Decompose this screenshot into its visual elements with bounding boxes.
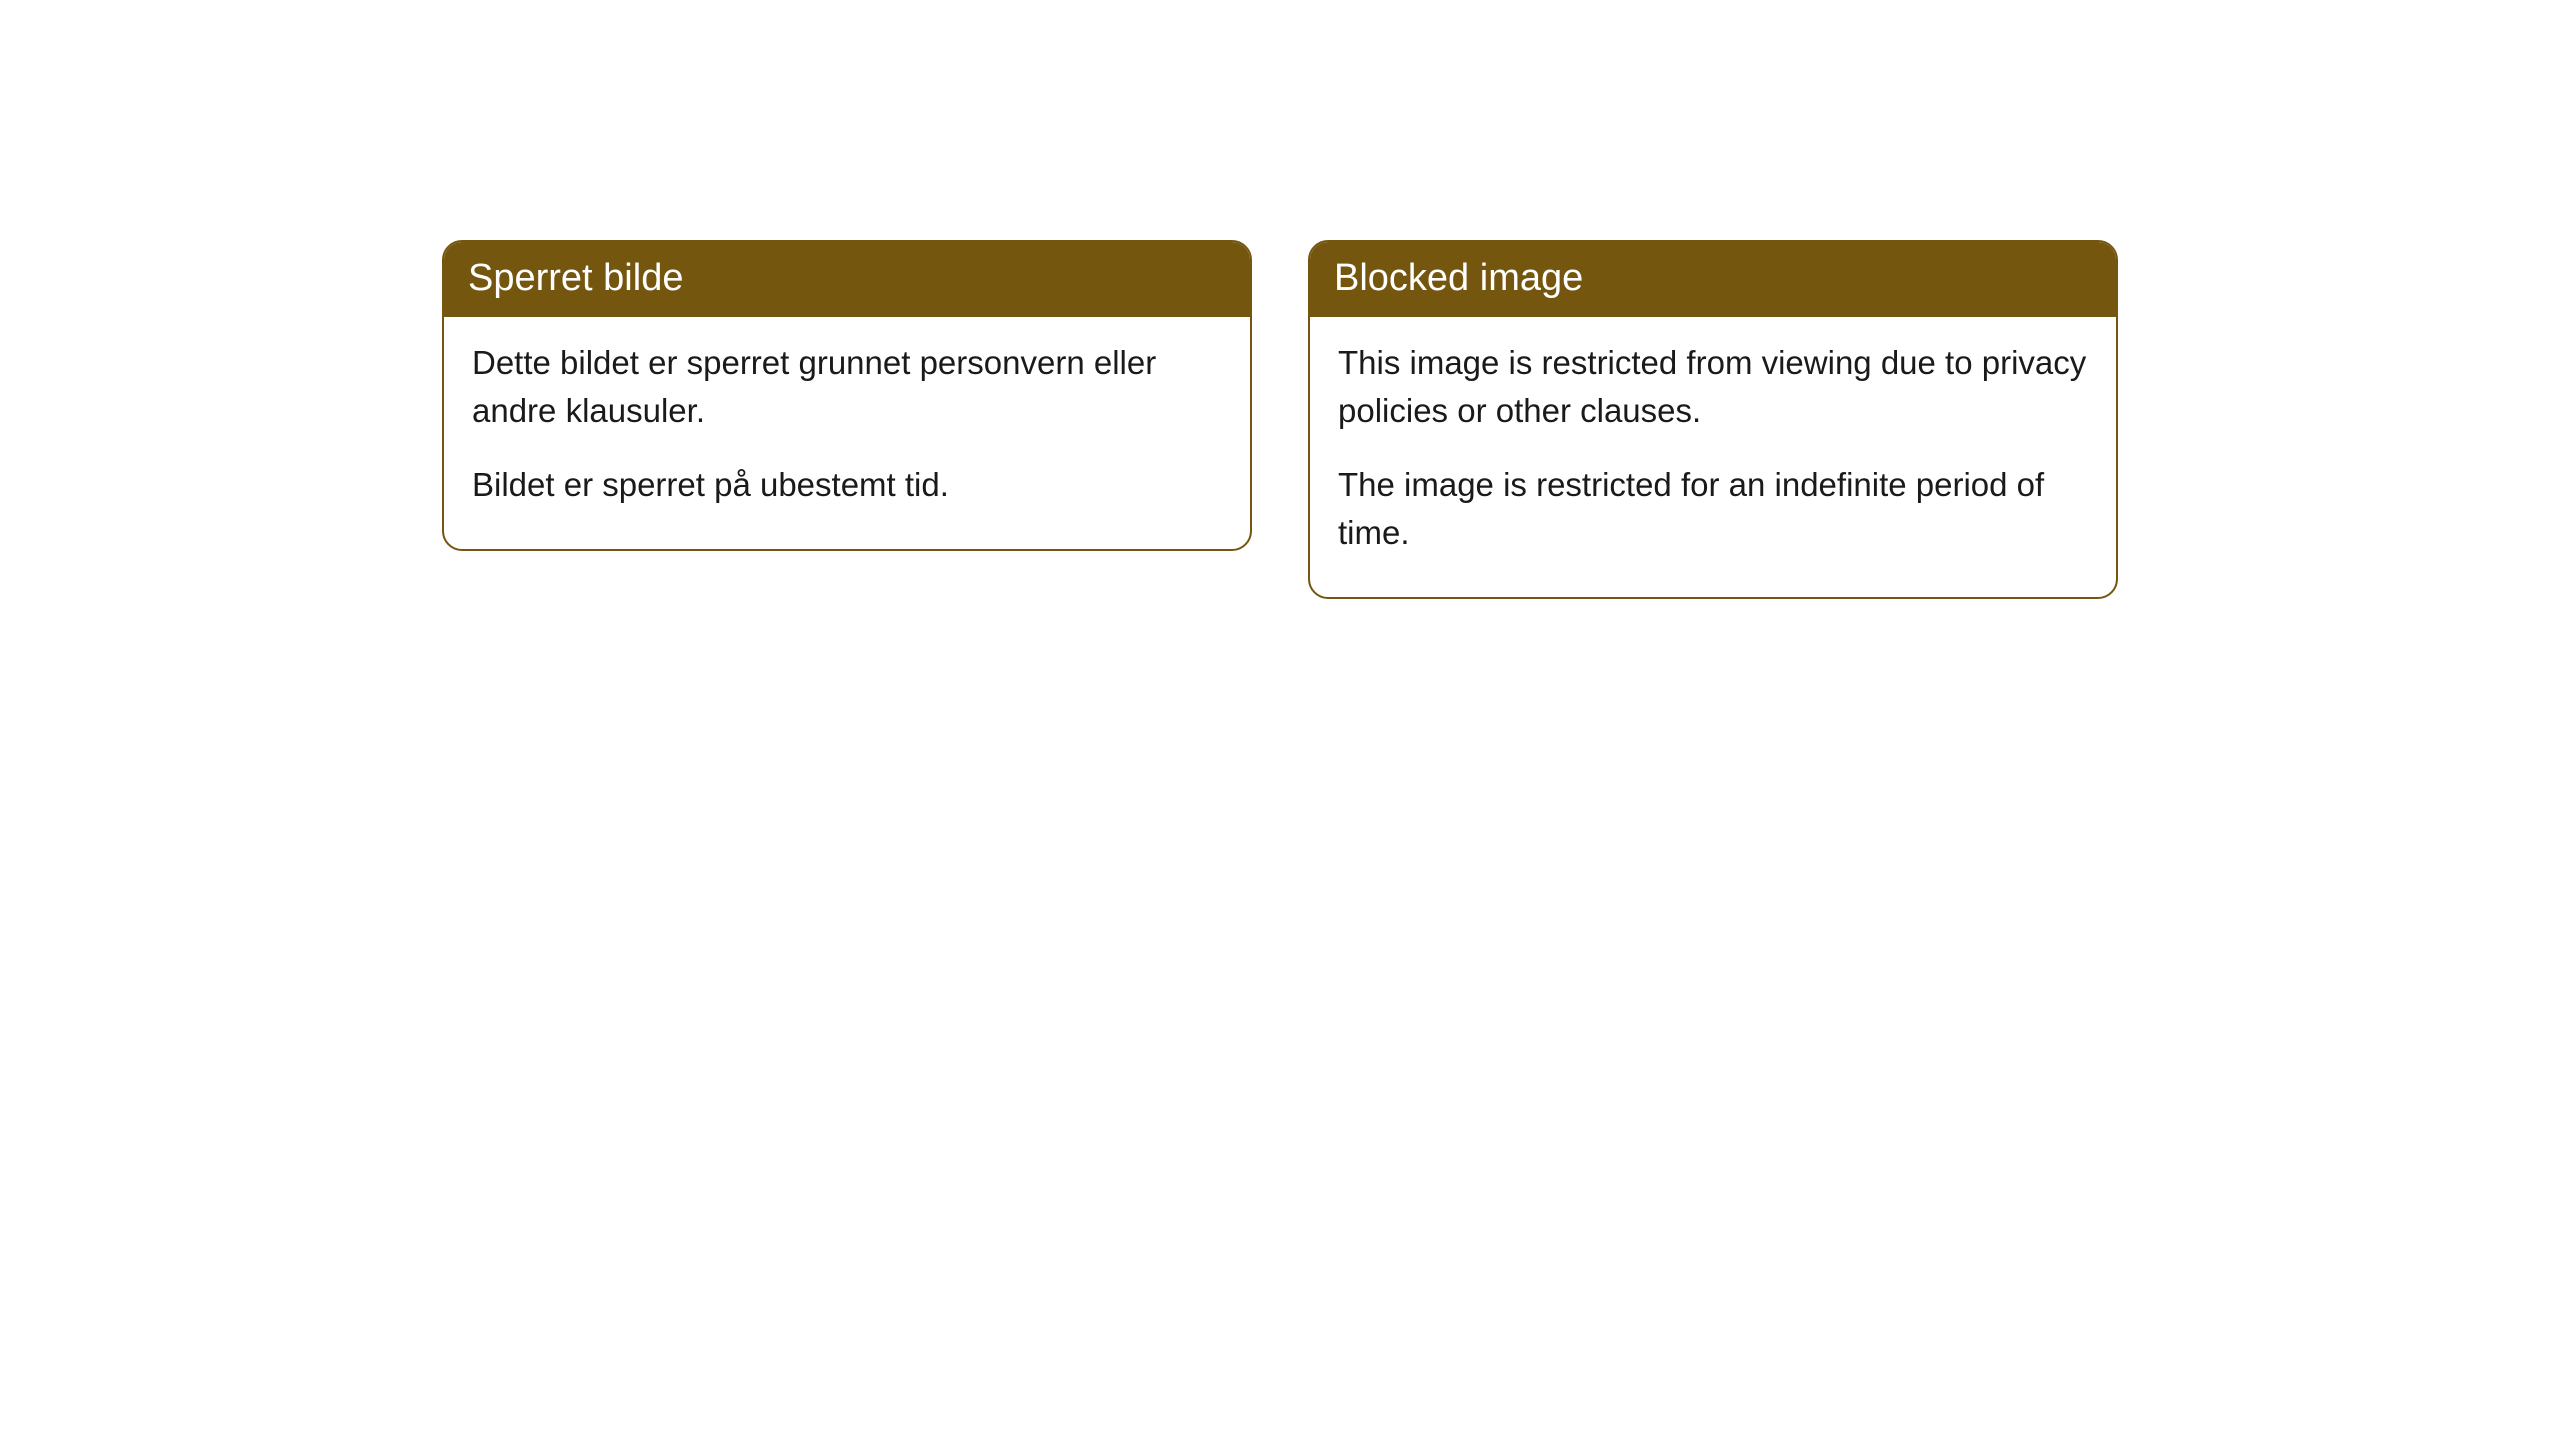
- card-header: Blocked image: [1310, 242, 2116, 317]
- card-title: Blocked image: [1334, 257, 1583, 299]
- card-title: Sperret bilde: [468, 257, 683, 299]
- card-paragraph: Dette bildet er sperret grunnet personve…: [472, 339, 1222, 435]
- card-paragraph: This image is restricted from viewing du…: [1338, 339, 2088, 435]
- blocked-image-card-no: Sperret bilde Dette bildet er sperret gr…: [442, 240, 1252, 551]
- card-paragraph: The image is restricted for an indefinit…: [1338, 461, 2088, 557]
- card-body: This image is restricted from viewing du…: [1310, 317, 2116, 596]
- blocked-image-card-en: Blocked image This image is restricted f…: [1308, 240, 2118, 599]
- card-body: Dette bildet er sperret grunnet personve…: [444, 317, 1250, 549]
- card-paragraph: Bildet er sperret på ubestemt tid.: [472, 461, 1222, 509]
- card-header: Sperret bilde: [444, 242, 1250, 317]
